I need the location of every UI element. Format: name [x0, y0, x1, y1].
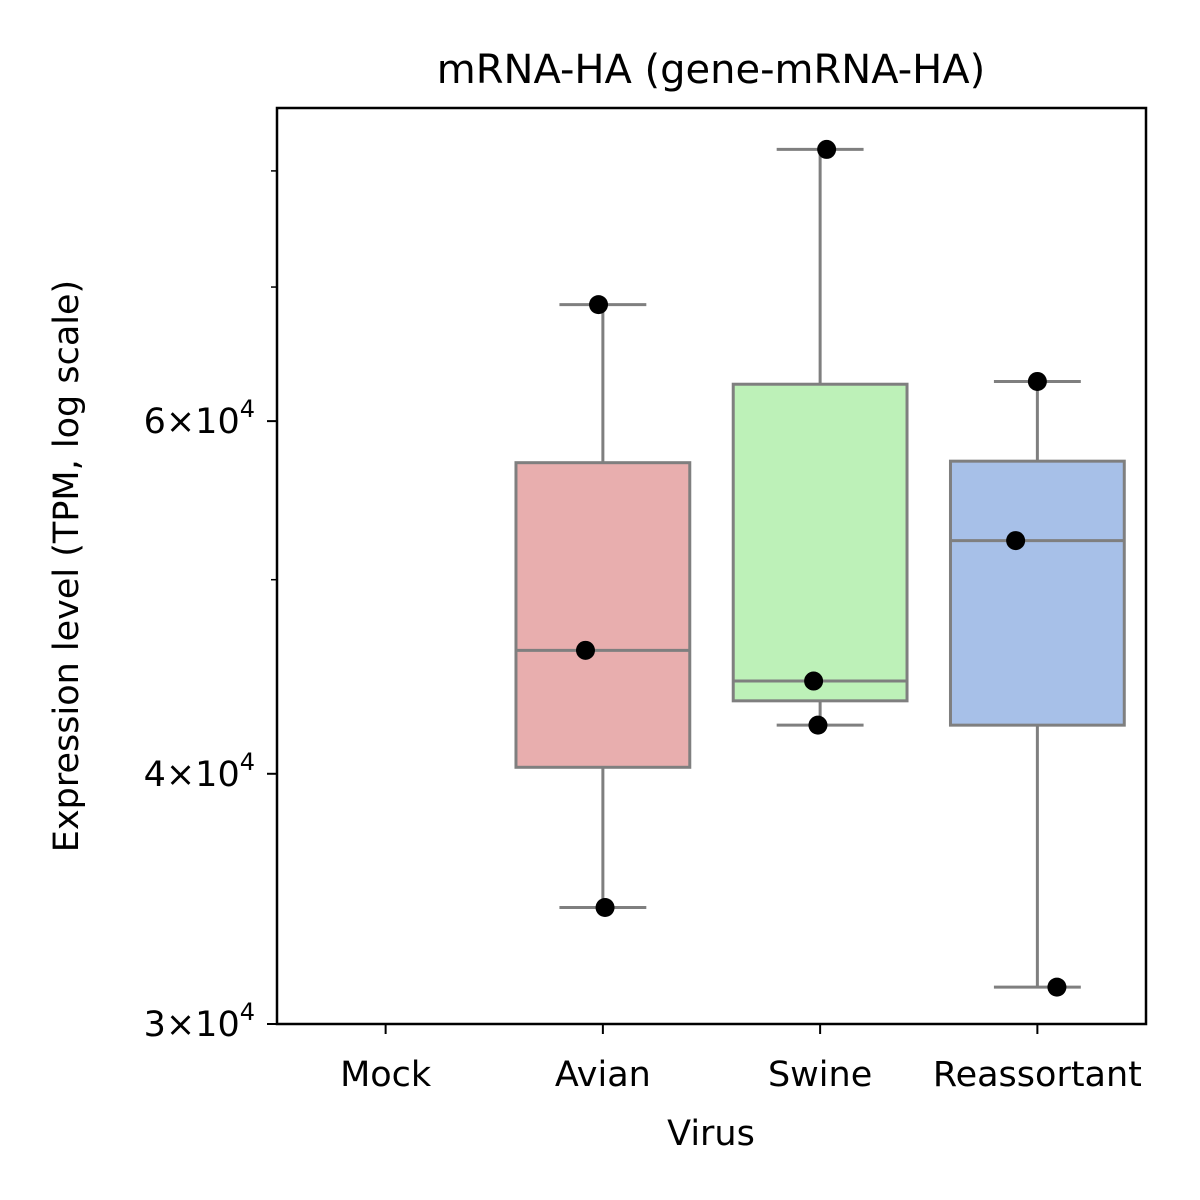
plot-frame	[275, 106, 1148, 1026]
box-reassortant	[948, 459, 1126, 727]
data-point	[595, 897, 615, 917]
data-point	[1027, 371, 1047, 391]
box-avian	[514, 461, 692, 769]
x-tick-label: Mock	[340, 1055, 432, 1095]
axes: 3×104 4×104 6×104 Mock Avian Swine Reassortant	[144, 170, 1142, 1095]
data-point	[575, 640, 595, 660]
data-point	[817, 139, 837, 159]
plot-area	[514, 139, 1126, 997]
data-point	[808, 715, 828, 735]
box-group-avian	[514, 295, 692, 917]
x-tick-label: Swine	[768, 1055, 872, 1095]
y-tick-label: 6×104	[144, 395, 255, 442]
data-point	[804, 671, 824, 691]
box-swine	[731, 382, 909, 703]
x-tick-label: Reassortant	[933, 1055, 1142, 1095]
y-tick-label: 3×104	[144, 998, 255, 1045]
y-tick-label: 4×104	[144, 748, 255, 795]
chart-title: mRNA-HA (gene-mRNA-HA)	[437, 47, 985, 93]
box-group-reassortant	[948, 371, 1126, 997]
data-point	[589, 295, 609, 315]
box-group-swine	[731, 139, 909, 735]
data-point	[1006, 531, 1026, 551]
x-axis-label: Virus	[667, 1114, 755, 1154]
data-point	[1047, 977, 1067, 997]
y-axis-label: Expression level (TPM, log scale)	[47, 280, 87, 852]
x-tick-label: Avian	[555, 1055, 651, 1095]
